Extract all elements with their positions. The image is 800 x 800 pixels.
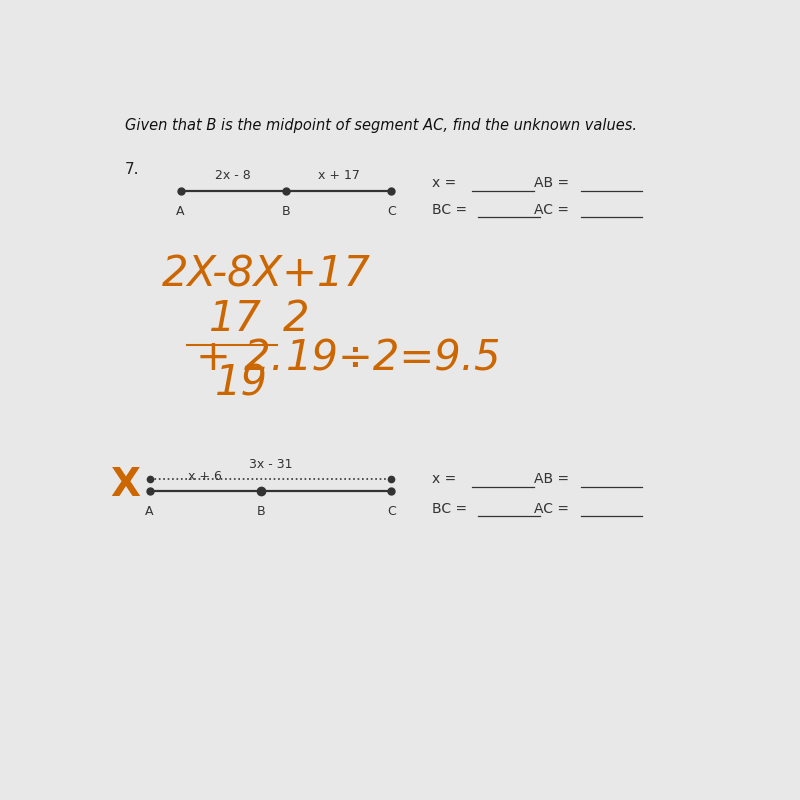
Text: X: X — [110, 466, 140, 504]
Text: AC =: AC = — [534, 502, 569, 516]
Text: x + 6: x + 6 — [189, 470, 222, 483]
Text: Given that B is the midpoint of segment AC, find the unknown values.: Given that B is the midpoint of segment … — [125, 118, 637, 133]
Text: x + 17: x + 17 — [318, 169, 360, 182]
Text: x =: x = — [432, 472, 456, 486]
Text: + 2.: + 2. — [196, 338, 284, 379]
Text: 17: 17 — [209, 298, 262, 340]
Text: 3x - 31: 3x - 31 — [249, 458, 292, 470]
Text: x =: x = — [432, 177, 456, 190]
Text: AB =: AB = — [534, 177, 569, 190]
Text: 2X-8X+17: 2X-8X+17 — [162, 253, 371, 295]
Text: 19: 19 — [214, 362, 268, 404]
Text: C: C — [387, 205, 396, 218]
Text: AC =: AC = — [534, 203, 569, 217]
Text: 19÷2=9.5: 19÷2=9.5 — [286, 338, 502, 379]
Text: A: A — [146, 505, 154, 518]
Text: A: A — [176, 205, 185, 218]
Text: 7.: 7. — [125, 162, 139, 177]
Text: 2: 2 — [283, 298, 310, 340]
Text: AB =: AB = — [534, 472, 569, 486]
Text: B: B — [282, 205, 290, 218]
Text: BC =: BC = — [432, 203, 467, 217]
Text: 2x - 8: 2x - 8 — [215, 169, 251, 182]
Text: C: C — [387, 505, 396, 518]
Text: B: B — [257, 505, 266, 518]
Text: BC =: BC = — [432, 502, 467, 516]
